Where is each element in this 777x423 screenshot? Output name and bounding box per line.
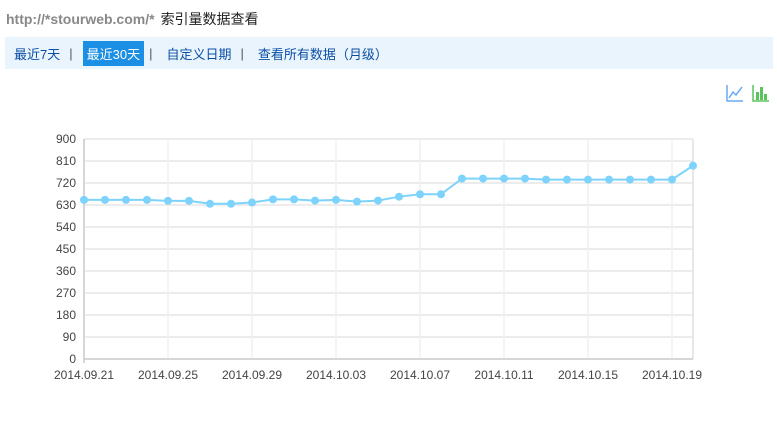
y-tick-label: 810 — [56, 154, 76, 168]
y-tick-label: 90 — [63, 330, 77, 344]
x-tick-label: 2014.10.19 — [642, 368, 702, 382]
data-point — [437, 190, 445, 199]
bar-chart-icon[interactable] — [752, 84, 770, 102]
x-tick-label: 2014.10.03 — [306, 368, 366, 382]
y-tick-label: 360 — [56, 264, 76, 278]
page-title: 索引量数据查看 — [160, 11, 259, 27]
data-point — [500, 174, 508, 183]
site-url: http://*stourweb.com/* — [6, 11, 155, 27]
data-point — [689, 161, 697, 170]
data-point — [206, 199, 214, 208]
data-point — [416, 190, 424, 199]
y-tick-label: 270 — [56, 286, 76, 300]
tab-all-data-monthly[interactable]: 查看所有数据（月级） — [257, 46, 388, 62]
data-point — [458, 174, 466, 183]
data-point — [353, 197, 361, 206]
tab-last-30-days[interactable]: 最近30天 — [82, 40, 145, 66]
y-tick-label: 630 — [56, 198, 76, 212]
x-tick-label: 2014.09.25 — [138, 368, 198, 382]
x-tick-label: 2014.09.21 — [54, 368, 114, 382]
y-tick-label: 180 — [56, 308, 76, 322]
data-point — [185, 196, 193, 205]
separator: | — [69, 45, 73, 61]
data-point — [101, 195, 109, 204]
y-tick-label: 720 — [56, 176, 76, 190]
data-point — [248, 198, 256, 207]
data-point — [584, 175, 592, 184]
series-line — [84, 164, 694, 205]
data-point — [143, 195, 151, 204]
data-point — [122, 195, 130, 204]
data-point — [542, 175, 550, 184]
x-tick-label: 2014.10.11 — [474, 368, 533, 382]
separator: | — [240, 45, 244, 61]
page-header: http://*stourweb.com/* 索引量数据查看 — [6, 9, 259, 29]
data-point — [521, 174, 529, 183]
y-tick-label: 450 — [56, 242, 76, 256]
data-point — [269, 195, 277, 204]
data-point — [290, 195, 298, 204]
separator: | — [149, 45, 153, 61]
y-tick-label: 540 — [56, 220, 76, 234]
data-point — [605, 175, 613, 184]
data-point — [374, 196, 382, 205]
tab-last-7-days[interactable]: 最近7天 — [14, 46, 61, 62]
y-tick-label: 0 — [69, 352, 76, 366]
line-chart-icon[interactable] — [726, 84, 744, 102]
x-tick-label: 2014.10.15 — [558, 368, 618, 382]
data-point — [626, 175, 634, 184]
data-point — [227, 199, 235, 208]
data-point — [164, 196, 172, 205]
data-point — [668, 175, 676, 184]
data-point — [80, 195, 88, 204]
data-point — [479, 174, 487, 183]
tab-custom-date[interactable]: 自定义日期 — [166, 46, 232, 62]
data-point — [563, 175, 571, 184]
chart-type-switcher — [726, 84, 770, 102]
data-point — [395, 192, 403, 201]
x-tick-label: 2014.09.29 — [222, 368, 282, 382]
data-point — [647, 175, 655, 184]
x-tick-label: 2014.10.07 — [390, 368, 450, 382]
data-point — [332, 195, 340, 204]
date-range-nav: 最近7天 | 最近30天 | 自定义日期 | 查看所有数据（月级） — [5, 37, 773, 69]
y-tick-label: 900 — [56, 132, 76, 146]
data-point — [311, 196, 319, 205]
